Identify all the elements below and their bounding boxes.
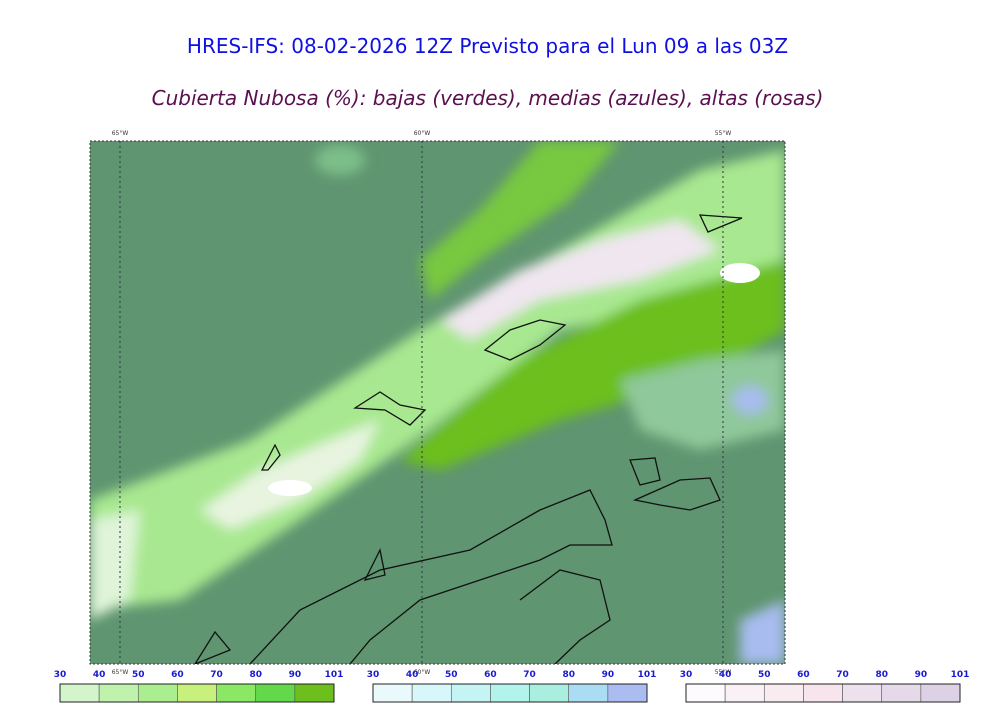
colorbar-tick-label: 90	[915, 670, 928, 680]
clear-patch	[720, 263, 760, 283]
map-area	[90, 141, 785, 664]
coastlines	[194, 214, 743, 664]
colorbar-tick-label: 80	[249, 670, 262, 680]
low-cloud-core	[400, 260, 785, 470]
colorbar-tick-label: 30	[54, 670, 67, 680]
longitude-labels: 65°W 65°W 60°W 60°W 55°W 55°W	[112, 130, 732, 676]
coastline	[352, 391, 427, 426]
colorbar-tick-label: 101	[951, 670, 970, 680]
colorbar-swatch	[177, 683, 217, 703]
coastline	[632, 477, 721, 511]
high-cloud-band	[440, 220, 720, 340]
colorbar-swatch	[920, 683, 961, 703]
colorbar-tick-label: 50	[758, 670, 771, 680]
colorbar-tick-label: 90	[289, 670, 302, 680]
cloud-spot-north	[315, 145, 365, 175]
colorbars: 30 40 50 60 70 80 90 101 30 40 50 60 70 80 90 101 30 40 50…	[54, 670, 970, 703]
colorbar-swatch	[490, 683, 530, 703]
cloud-fields	[90, 141, 785, 664]
colorbar-frame	[59, 683, 335, 703]
colorbar-swatch	[842, 683, 883, 703]
coastline	[629, 457, 661, 486]
colorbar-tick-label: 50	[445, 670, 458, 680]
colorbar-tick-label: 70	[210, 670, 223, 680]
colorbar-swatch	[137, 683, 178, 703]
colorbar-tick-label: 60	[797, 670, 810, 680]
colorbar-tick-label: 40	[93, 670, 106, 680]
coastline	[483, 319, 567, 361]
colorbar-swatch	[881, 683, 922, 703]
colorbar-frame	[372, 683, 648, 703]
longitude-label: 60°W	[414, 130, 431, 137]
colorbar-swatch	[763, 683, 804, 703]
map-frame	[89, 140, 786, 665]
longitude-label: 65°W	[112, 130, 129, 137]
colorbar-tick-label: 60	[171, 670, 184, 680]
colorbar-tick-label: 40	[406, 670, 419, 680]
colorbar-swatch	[98, 683, 139, 703]
mid-cloud-se	[740, 600, 785, 664]
coastline	[698, 214, 743, 233]
colorbar-swatch	[450, 683, 491, 703]
colorbar-swatch	[724, 683, 765, 703]
low-cloud-north	[420, 141, 620, 300]
colorbar-tick-label: 50	[132, 670, 145, 680]
colorbar-tick-label: 101	[638, 670, 657, 680]
colorbar-tick-label: 40	[719, 670, 732, 680]
map-title: HRES-IFS: 08-02-2026 12Z Previsto para e…	[186, 34, 789, 58]
colorbar-swatch	[294, 683, 335, 703]
colorbar-tick-label: 101	[325, 670, 344, 680]
coastline	[260, 443, 281, 471]
longitude-label: 55°W	[715, 130, 732, 137]
colorbar-tick-label: 60	[484, 670, 497, 680]
mid-cloud-spot	[732, 386, 768, 414]
coastline	[194, 630, 232, 664]
colorbar-swatch	[372, 683, 413, 703]
cloud-southwest	[90, 510, 140, 620]
map-subtitle: Cubierta Nubosa (%): bajas (verdes), med…	[151, 86, 824, 110]
colorbar-swatch	[803, 683, 843, 703]
mixed-cloud-west	[200, 420, 380, 530]
coastline	[519, 569, 611, 664]
colorbar-swatch	[255, 683, 296, 703]
colorbar-swatch	[685, 683, 726, 703]
colorbar-swatch	[216, 683, 257, 703]
colorbar-frame	[685, 683, 961, 703]
colorbar-tick-label: 70	[836, 670, 849, 680]
colorbar-tick-label: 30	[680, 670, 693, 680]
longitude-label: 60°W	[414, 669, 431, 676]
colorbar-tick-label: 80	[562, 670, 575, 680]
longitude-label: 65°W	[112, 669, 129, 676]
longitude-label: 55°W	[715, 669, 732, 676]
colorbar-swatch	[568, 683, 609, 703]
coastline	[363, 548, 386, 581]
colorbar-swatch	[59, 683, 100, 703]
clear-patch	[268, 480, 312, 496]
colorbar-tick-label: 90	[602, 670, 615, 680]
colorbar-swatch	[607, 683, 648, 703]
coastline	[249, 489, 613, 664]
colorbar-swatch	[411, 683, 452, 703]
colorbar-tick-label: 30	[367, 670, 380, 680]
cloud-east	[620, 350, 785, 450]
colorbar-tick-label: 70	[523, 670, 536, 680]
graticule	[119, 141, 724, 664]
colorbar-swatch	[529, 683, 570, 703]
colorbar-tick-label: 80	[875, 670, 888, 680]
